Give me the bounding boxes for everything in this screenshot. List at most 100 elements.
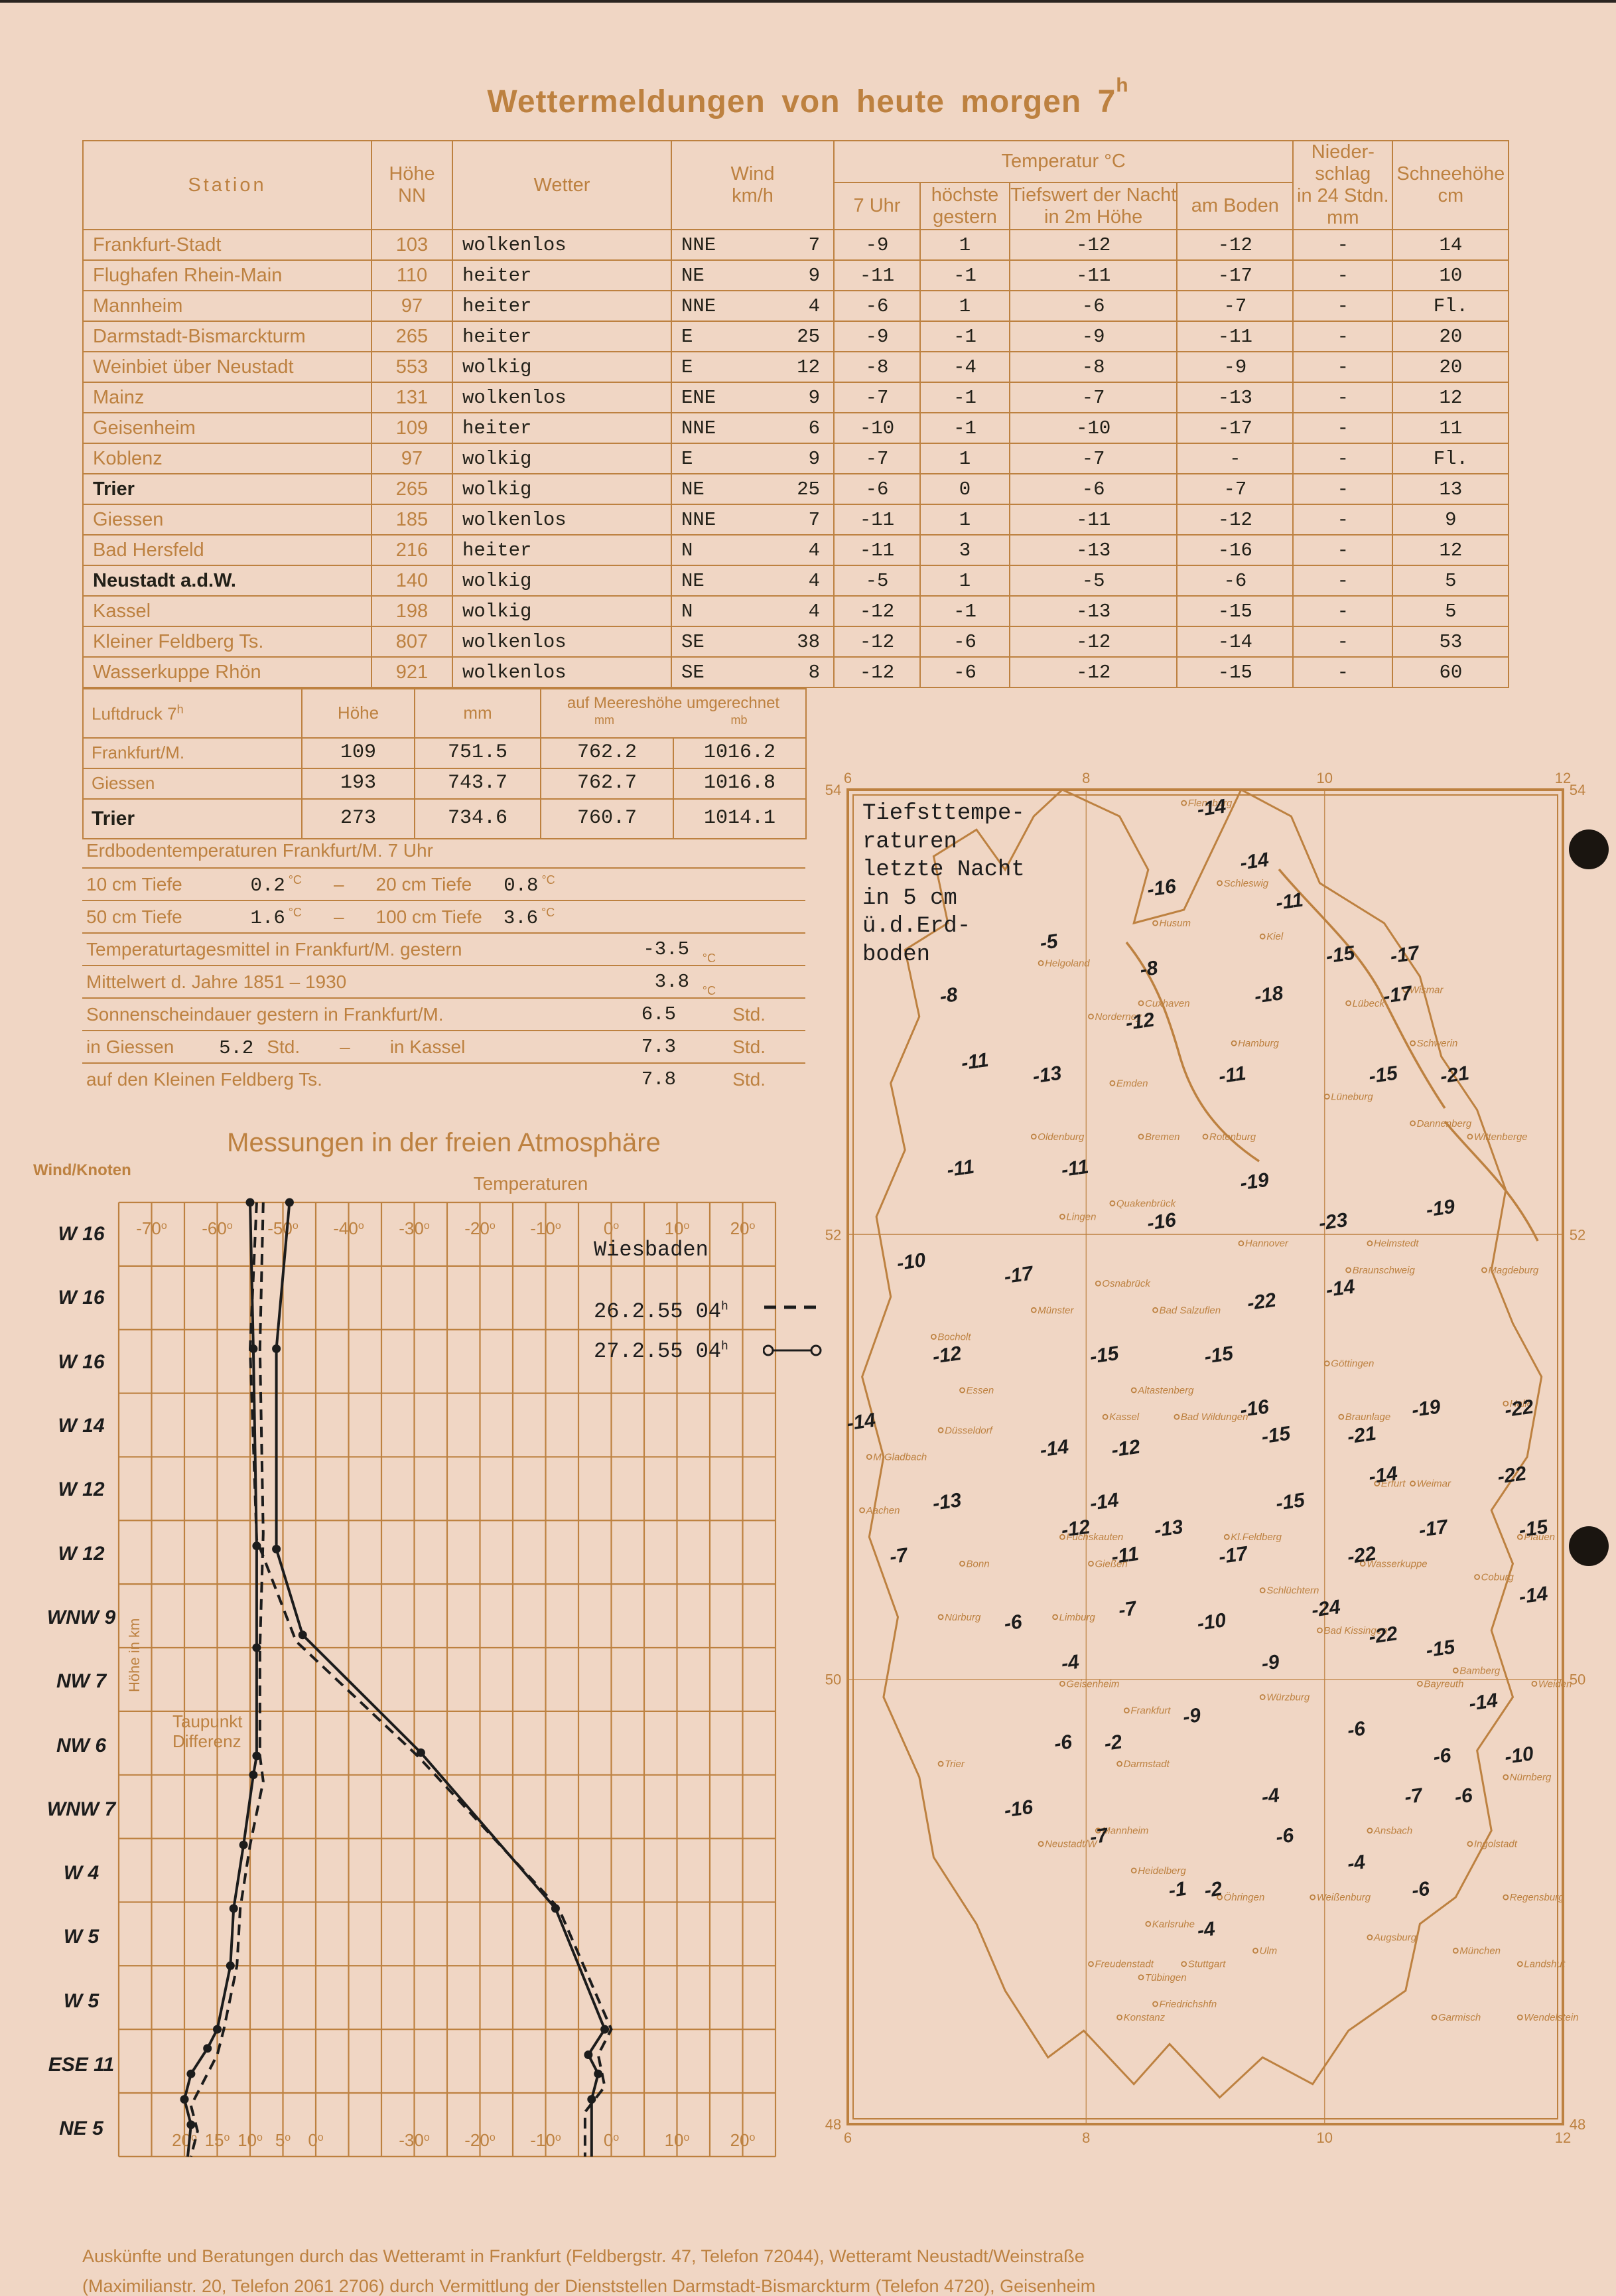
svg-text:Nürnberg: Nürnberg [1510, 1772, 1552, 1783]
svg-text:Hannover: Hannover [1245, 1238, 1289, 1250]
svg-text:Lingen: Lingen [1066, 1212, 1096, 1223]
svg-text:-10: -10 [896, 1249, 927, 1275]
svg-text:Braunlage: Braunlage [1345, 1411, 1390, 1423]
svg-text:6: 6 [844, 770, 852, 786]
svg-text:Wismar: Wismar [1410, 985, 1444, 996]
svg-text:-15: -15 [1425, 1636, 1457, 1662]
svg-text:Cuxhaven: Cuxhaven [1145, 998, 1190, 1009]
svg-text:-15: -15 [1089, 1342, 1121, 1368]
svg-text:Altastenberg: Altastenberg [1137, 1385, 1194, 1396]
svg-text:-22: -22 [1246, 1289, 1278, 1315]
svg-text:Wittenberge: Wittenberge [1474, 1131, 1528, 1143]
svg-text:Hamburg: Hamburg [1238, 1038, 1279, 1049]
svg-text:Weiden: Weiden [1538, 1678, 1572, 1689]
svg-text:0o: 0o [604, 2130, 619, 2150]
svg-text:-60o: -60o [202, 1218, 233, 1238]
svg-text:-10o: -10o [530, 1218, 561, 1238]
svg-text:Regensburg: Regensburg [1510, 1892, 1564, 1903]
svg-text:10: 10 [1316, 2129, 1332, 2146]
svg-text:-4: -4 [1196, 1918, 1217, 1942]
svg-text:Stuttgart: Stuttgart [1188, 1959, 1227, 1970]
svg-text:Nürburg: Nürburg [945, 1612, 981, 1623]
svg-text:-19: -19 [1425, 1196, 1457, 1222]
svg-text:52: 52 [825, 1226, 841, 1243]
svg-text:-14: -14 [845, 1409, 877, 1435]
svg-text:Kiel: Kiel [1266, 931, 1284, 942]
svg-text:-11: -11 [1110, 1543, 1140, 1568]
svg-text:-20o: -20o [464, 2130, 496, 2150]
svg-text:0o: 0o [308, 2130, 323, 2150]
svg-text:-10o: -10o [530, 2130, 561, 2150]
svg-text:Landshut: Landshut [1524, 1959, 1566, 1970]
svg-text:-30o: -30o [399, 1218, 430, 1238]
svg-text:Magdeburg: Magdeburg [1488, 1265, 1539, 1276]
svg-text:Coburg: Coburg [1481, 1572, 1515, 1583]
svg-text:48: 48 [1570, 2116, 1585, 2133]
svg-text:-14: -14 [1367, 1463, 1399, 1488]
svg-text:-14: -14 [1467, 1689, 1499, 1715]
svg-text:-11: -11 [1217, 1062, 1247, 1088]
svg-text:-50o: -50o [267, 1218, 299, 1238]
svg-text:48: 48 [825, 2116, 841, 2133]
svg-text:10o: 10o [664, 1218, 689, 1238]
svg-text:Dannenberg: Dannenberg [1417, 1118, 1472, 1129]
svg-text:-7: -7 [888, 1544, 909, 1569]
svg-text:-12: -12 [1124, 1009, 1156, 1035]
svg-text:-14: -14 [1038, 1436, 1070, 1462]
svg-text:Öhringen: Öhringen [1224, 1891, 1265, 1903]
svg-text:20o: 20o [730, 1218, 755, 1238]
svg-text:Darmstadt: Darmstadt [1124, 1758, 1170, 1770]
svg-text:-23: -23 [1317, 1209, 1349, 1235]
svg-text:-16: -16 [1146, 1209, 1178, 1235]
svg-text:-17: -17 [1389, 942, 1422, 968]
svg-text:-20o: -20o [464, 1218, 496, 1238]
svg-text:-13: -13 [1153, 1516, 1185, 1542]
svg-text:Kassel: Kassel [1109, 1411, 1140, 1423]
svg-text:-9: -9 [1260, 1651, 1281, 1675]
svg-text:Karlsruhe: Karlsruhe [1152, 1918, 1195, 1930]
svg-text:-16: -16 [1239, 1396, 1270, 1421]
svg-text:15o: 15o [204, 2130, 230, 2150]
svg-text:Bocholt: Bocholt [937, 1332, 971, 1343]
svg-text:-4: -4 [1060, 1651, 1081, 1675]
svg-text:Bad Salzuflen: Bad Salzuflen [1160, 1305, 1221, 1316]
svg-text:-17: -17 [1418, 1516, 1450, 1542]
svg-text:Weimar: Weimar [1417, 1478, 1451, 1490]
svg-text:Osnabrück: Osnabrück [1102, 1278, 1151, 1289]
svg-text:M.Gladbach: M.Gladbach [873, 1452, 927, 1463]
svg-text:Oldenburg: Oldenburg [1038, 1131, 1085, 1143]
svg-text:Bremen: Bremen [1145, 1131, 1180, 1143]
svg-text:-40o: -40o [333, 1218, 364, 1238]
svg-text:-19: -19 [1410, 1396, 1442, 1421]
svg-text:Bad Wildungen: Bad Wildungen [1181, 1411, 1248, 1423]
svg-text:Wendelstein: Wendelstein [1524, 2012, 1578, 2023]
svg-text:Ulm: Ulm [1260, 1946, 1278, 1957]
svg-text:-30o: -30o [399, 2130, 430, 2150]
svg-text:Tübingen: Tübingen [1145, 1972, 1187, 1983]
svg-text:12: 12 [1555, 2129, 1571, 2146]
svg-text:-13: -13 [931, 1489, 963, 1515]
svg-text:Schlüchtern: Schlüchtern [1266, 1585, 1319, 1597]
svg-text:Würzburg: Würzburg [1266, 1692, 1310, 1703]
svg-text:-11: -11 [960, 1049, 990, 1074]
svg-text:Essen: Essen [967, 1385, 994, 1396]
svg-text:-14: -14 [1196, 795, 1228, 821]
svg-text:-4: -4 [1260, 1784, 1281, 1808]
svg-text:Garmisch: Garmisch [1438, 2012, 1481, 2023]
svg-text:-15: -15 [1518, 1516, 1550, 1542]
svg-text:-22: -22 [1496, 1463, 1528, 1488]
svg-text:Lübeck: Lübeck [1353, 998, 1386, 1009]
svg-text:-16: -16 [1146, 875, 1178, 901]
svg-text:Weißenburg: Weißenburg [1317, 1892, 1371, 1903]
svg-text:Schwerin: Schwerin [1417, 1038, 1458, 1049]
svg-text:Bamberg: Bamberg [1459, 1665, 1501, 1676]
svg-text:-6: -6 [1003, 1611, 1024, 1634]
svg-text:-15: -15 [1203, 1342, 1235, 1368]
svg-text:-6: -6 [1274, 1824, 1295, 1848]
svg-text:Husum: Husum [1160, 918, 1191, 929]
svg-text:Friedrichshfn: Friedrichshfn [1160, 1999, 1217, 2010]
svg-text:Augsburg: Augsburg [1373, 1932, 1417, 1944]
svg-text:10: 10 [1316, 770, 1332, 786]
svg-text:-7: -7 [1403, 1784, 1424, 1809]
svg-text:-15: -15 [1260, 1422, 1293, 1448]
